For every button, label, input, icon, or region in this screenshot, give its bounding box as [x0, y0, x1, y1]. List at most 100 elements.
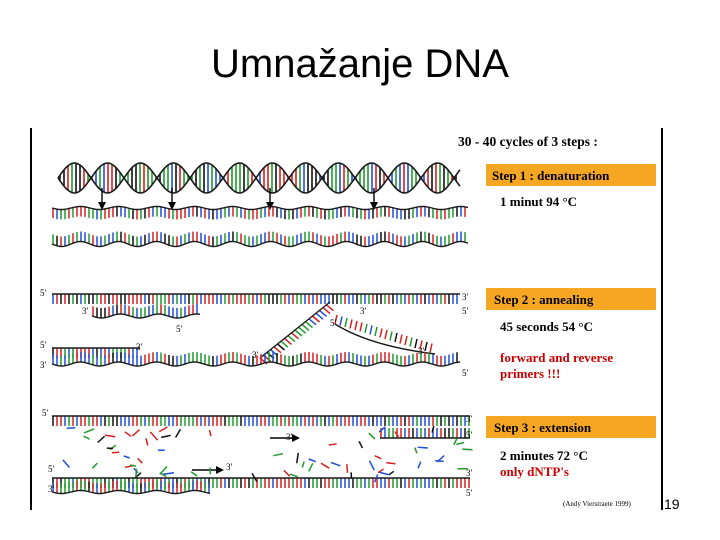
free-dntp	[301, 461, 305, 468]
free-dntp	[456, 441, 465, 446]
curved-strand-base	[344, 317, 348, 328]
curved-strand-base	[429, 343, 433, 353]
step2-note-line2: primers !!!	[500, 366, 560, 381]
free-dntp	[431, 425, 435, 433]
step3-label: Step 3 : extension	[494, 420, 592, 435]
curved-strand-base	[359, 322, 363, 332]
extension-b-step3-backbone	[51, 489, 211, 495]
free-dntp	[104, 434, 116, 438]
helix-backbone-b	[57, 162, 461, 194]
denaturation-arrow-head	[168, 202, 176, 210]
free-dntp	[174, 428, 182, 438]
free-dntp	[417, 446, 428, 449]
free-primer-backbone	[259, 301, 331, 359]
free-dntp	[414, 447, 418, 454]
free-primer-base	[322, 307, 331, 315]
free-primer-base	[312, 315, 320, 323]
free-dntp	[328, 443, 337, 446]
strand-end-label: 5'	[42, 408, 49, 418]
free-dntp	[190, 471, 198, 477]
strand-top-step1-backbone	[51, 205, 469, 211]
curved-strand-base	[424, 341, 428, 352]
free-dntp	[368, 460, 375, 471]
free-dntp	[377, 468, 384, 474]
free-dntp	[417, 461, 422, 469]
step3-banner	[486, 416, 656, 438]
free-dntp	[378, 471, 389, 476]
step1-detail: 1 minut 94 °C	[500, 194, 577, 209]
free-primer-base	[298, 326, 306, 334]
free-dntp	[208, 430, 212, 437]
step2-detail: 45 seconds 54 °C	[500, 319, 593, 334]
step2-note-line1: forward and reverse	[500, 350, 613, 365]
free-primer-base	[284, 337, 292, 345]
free-dntp	[358, 440, 364, 449]
strand-end-label: 3'	[360, 306, 367, 316]
curved-strand-base	[334, 314, 338, 325]
free-dntp	[83, 435, 90, 440]
curved-strand-base	[349, 319, 353, 329]
strand-end-label: 5'	[466, 430, 473, 440]
free-dntp	[368, 432, 376, 440]
strand-end-label: 3'	[40, 360, 47, 370]
curved-strand-base	[369, 325, 373, 335]
double-helix-group	[57, 162, 461, 194]
strand-end-label: 3'	[48, 484, 55, 494]
free-dntp	[283, 469, 291, 477]
strand-end-label: 3'	[286, 432, 293, 442]
curved-strand-base	[409, 337, 413, 347]
strand-end-label: 3'	[466, 468, 473, 478]
cycles-header: 30 - 40 cycles of 3 steps :	[458, 134, 598, 149]
free-dntp	[320, 462, 330, 469]
free-dntp	[163, 472, 175, 475]
free-dntp	[453, 438, 458, 446]
free-dntp	[435, 459, 444, 463]
denaturation-arrow-head	[370, 202, 378, 210]
free-dntp	[129, 464, 137, 467]
step2-banner	[486, 288, 656, 310]
helix-backbone-a	[57, 162, 461, 194]
strand-end-label: 3'	[82, 306, 89, 316]
primer-a-step2-backbone	[91, 313, 201, 319]
free-dntp	[462, 448, 473, 451]
extension-arrow-head	[292, 434, 300, 442]
free-dntp	[62, 459, 70, 468]
free-dntp	[91, 462, 98, 469]
step3-note: only dNTP's	[500, 464, 569, 479]
free-primer-base	[301, 323, 310, 331]
free-dntp	[374, 474, 379, 483]
free-primer-base	[277, 343, 285, 351]
strand-end-label: 3'	[136, 342, 143, 352]
free-dntp	[97, 435, 106, 444]
free-dntp	[161, 434, 171, 439]
denaturation-arrow-head	[98, 202, 106, 210]
free-dntp	[158, 426, 168, 433]
free-dntp	[123, 455, 130, 459]
curved-strand-base	[354, 320, 358, 331]
free-dntp	[388, 470, 395, 476]
free-dntp	[295, 452, 300, 464]
free-dntp	[135, 468, 138, 478]
free-dntp	[330, 461, 341, 467]
single-strands-step1	[51, 205, 469, 248]
free-dntp	[145, 438, 149, 446]
free-dntp	[273, 452, 284, 457]
template-b-step2-backbone	[51, 361, 461, 367]
free-primer-base	[273, 346, 282, 354]
free-primer-base	[305, 321, 313, 329]
free-dntp	[111, 451, 120, 454]
step1-label: Step 1 : denaturation	[492, 168, 610, 183]
strand-end-label: 3'	[252, 350, 259, 360]
free-primer-base	[291, 332, 299, 340]
free-dntp	[251, 473, 258, 482]
free-dntp	[308, 463, 314, 472]
free-primer-base	[294, 329, 303, 337]
free-dntp	[137, 457, 143, 464]
strand-end-label: 5'	[330, 318, 337, 328]
extension-strands	[51, 415, 473, 495]
curved-strand-base	[339, 316, 343, 326]
curved-strand-base	[384, 329, 388, 340]
strand-end-label: 3'	[466, 414, 473, 424]
free-dntp	[66, 427, 76, 430]
step2-label: Step 2 : annealing	[494, 292, 594, 307]
